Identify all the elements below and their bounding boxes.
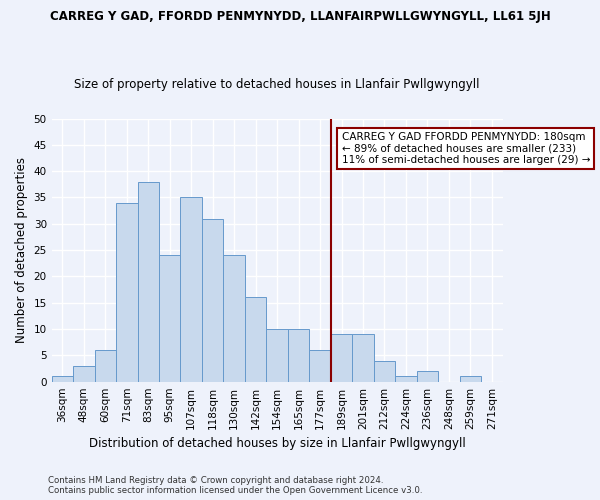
Y-axis label: Number of detached properties: Number of detached properties — [15, 157, 28, 343]
Bar — [116, 203, 137, 382]
Bar — [331, 334, 352, 382]
Bar — [288, 329, 310, 382]
Bar — [137, 182, 159, 382]
Text: CARREG Y GAD, FFORDD PENMYNYDD, LLANFAIRPWLLGWYNGYLL, LL61 5JH: CARREG Y GAD, FFORDD PENMYNYDD, LLANFAIR… — [50, 10, 550, 23]
Bar — [416, 371, 438, 382]
Bar — [95, 350, 116, 382]
Bar — [159, 256, 181, 382]
Bar — [52, 376, 73, 382]
Bar — [181, 198, 202, 382]
Bar — [223, 256, 245, 382]
Bar — [266, 329, 288, 382]
Bar — [352, 334, 374, 382]
X-axis label: Distribution of detached houses by size in Llanfair Pwllgwyngyll: Distribution of detached houses by size … — [89, 437, 466, 450]
Bar — [73, 366, 95, 382]
Bar — [310, 350, 331, 382]
Bar — [374, 360, 395, 382]
Bar — [202, 218, 223, 382]
Bar — [395, 376, 416, 382]
Bar — [460, 376, 481, 382]
Text: Contains HM Land Registry data © Crown copyright and database right 2024.
Contai: Contains HM Land Registry data © Crown c… — [48, 476, 422, 495]
Text: CARREG Y GAD FFORDD PENMYNYDD: 180sqm
← 89% of detached houses are smaller (233): CARREG Y GAD FFORDD PENMYNYDD: 180sqm ← … — [341, 132, 590, 165]
Bar — [245, 298, 266, 382]
Title: Size of property relative to detached houses in Llanfair Pwllgwyngyll: Size of property relative to detached ho… — [74, 78, 480, 91]
